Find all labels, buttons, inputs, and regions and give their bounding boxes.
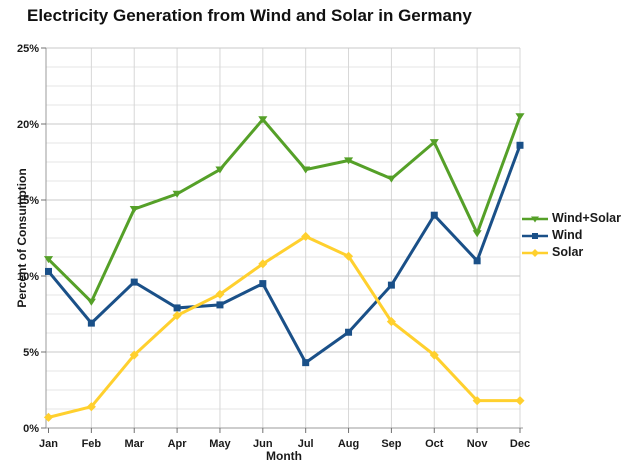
x-tick-label: Jan bbox=[39, 438, 58, 450]
y-tick-label: 10% bbox=[17, 271, 39, 283]
series-marker-wind-solar bbox=[429, 139, 439, 147]
series-marker-wind bbox=[87, 319, 95, 327]
series-marker-wind bbox=[387, 281, 395, 289]
legend-item-solar: Solar bbox=[521, 245, 621, 260]
series-marker-solar bbox=[258, 259, 268, 269]
series-marker-solar bbox=[301, 231, 311, 242]
series-marker-wind bbox=[45, 267, 52, 275]
series-line-solar bbox=[48, 234, 520, 419]
series-marker-wind-solar bbox=[172, 190, 182, 198]
series-marker-wind bbox=[430, 211, 438, 219]
series-marker-wind-solar bbox=[258, 116, 268, 124]
series-marker-wind-solar bbox=[129, 205, 139, 213]
x-tick-label: Apr bbox=[168, 438, 188, 450]
legend-marker-wind-icon bbox=[522, 232, 548, 239]
legend-label: Solar bbox=[552, 245, 584, 259]
series-marker-solar bbox=[86, 402, 96, 412]
series-marker-solar bbox=[472, 396, 482, 406]
y-tick-label: 20% bbox=[17, 119, 39, 131]
x-axis-title: Month bbox=[266, 449, 302, 463]
x-tick-label: Mar bbox=[124, 438, 144, 450]
x-tick-label: Dec bbox=[510, 438, 530, 450]
series-marker-wind bbox=[302, 359, 310, 367]
series-marker-solar bbox=[172, 310, 182, 321]
series-marker-wind bbox=[130, 278, 138, 286]
series-marker-wind bbox=[173, 304, 181, 312]
legend-item-wind-solar: Wind+Solar bbox=[521, 211, 621, 226]
y-tick-label: 25% bbox=[17, 43, 39, 55]
series-marker-wind bbox=[473, 257, 481, 265]
series-marker-solar bbox=[515, 396, 525, 406]
series-marker-wind bbox=[516, 141, 524, 149]
legend-marker-wind-solar-icon bbox=[522, 216, 548, 222]
x-tick-label: May bbox=[209, 438, 231, 450]
series-marker-wind bbox=[345, 328, 353, 336]
legend-item-wind: Wind bbox=[521, 228, 621, 243]
x-tick-label: Jun bbox=[253, 438, 273, 450]
series-marker-wind-solar bbox=[472, 230, 482, 238]
x-tick-label: Oct bbox=[425, 438, 444, 450]
x-tick-label: Sep bbox=[381, 438, 401, 450]
series-marker-solar bbox=[429, 350, 439, 360]
y-tick-label: 0% bbox=[23, 423, 39, 435]
x-tick-label: Jul bbox=[298, 438, 314, 450]
series-marker-solar bbox=[343, 251, 354, 261]
series-line-wind bbox=[47, 144, 522, 365]
series-marker-solar bbox=[43, 412, 54, 422]
series-marker-wind bbox=[216, 301, 224, 309]
legend-label: Wind bbox=[552, 228, 583, 242]
series-line-wind-solar bbox=[47, 115, 522, 305]
series-marker-solar bbox=[215, 289, 225, 299]
series-marker-wind-solar bbox=[343, 157, 354, 165]
x-tick-label: Aug bbox=[338, 438, 359, 450]
y-tick-label: 5% bbox=[23, 347, 39, 359]
x-tick-label: Nov bbox=[467, 438, 489, 450]
series-marker-wind-solar bbox=[215, 166, 225, 174]
chart-title: Electricity Generation from Wind and Sol… bbox=[27, 6, 472, 25]
series-marker-solar bbox=[129, 350, 139, 360]
legend-marker-solar-icon bbox=[522, 248, 548, 257]
legend: Wind+Solar Wind Solar bbox=[521, 211, 621, 260]
series-marker-wind-solar bbox=[515, 113, 525, 121]
series-marker-solar bbox=[386, 317, 396, 327]
series-marker-wind-solar bbox=[301, 166, 311, 174]
legend-label: Wind+Solar bbox=[552, 211, 621, 225]
series-marker-wind-solar bbox=[386, 175, 396, 183]
series-marker-wind bbox=[259, 280, 267, 288]
series-marker-wind-solar bbox=[43, 256, 54, 264]
series-marker-wind-solar bbox=[86, 298, 96, 306]
y-tick-label: 15% bbox=[17, 195, 39, 207]
x-tick-label: Feb bbox=[82, 438, 102, 450]
